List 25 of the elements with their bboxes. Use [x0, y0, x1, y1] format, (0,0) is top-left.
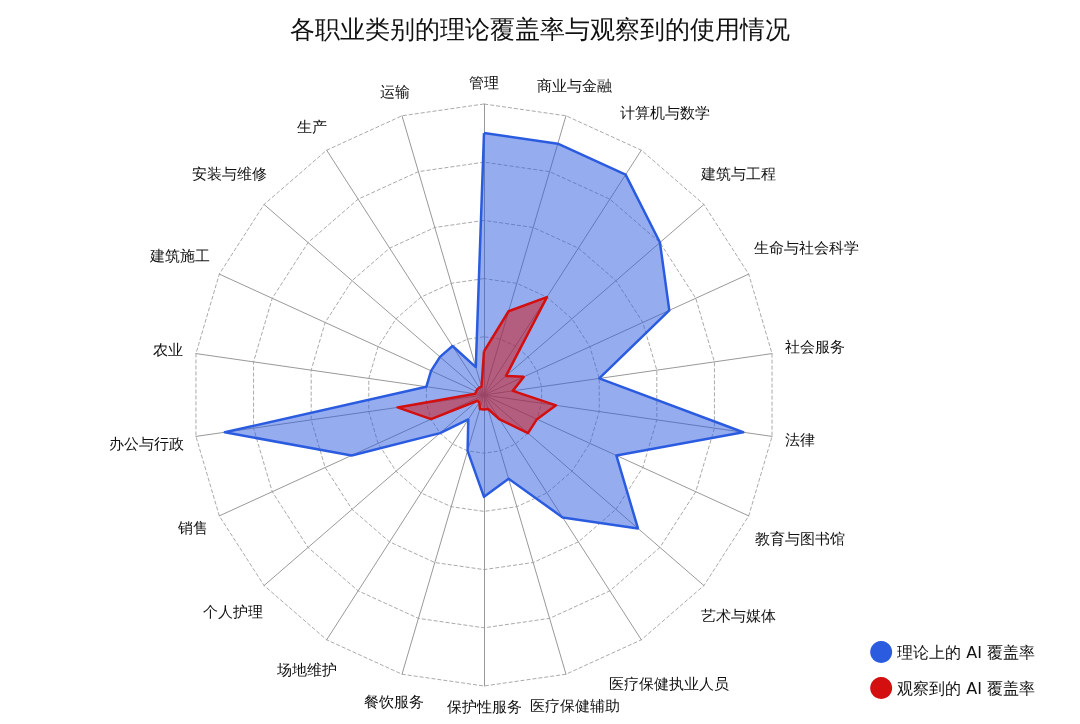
spoke-label: 餐饮服务: [363, 693, 424, 712]
spoke-label: 建筑与工程: [700, 165, 777, 184]
spoke-label: 运输: [380, 82, 411, 101]
spoke-label: 建筑施工: [149, 247, 211, 266]
spoke-label: 教育与图书馆: [755, 530, 846, 549]
spoke-label: 商业与金融: [537, 76, 613, 95]
spoke-label: 管理: [469, 74, 499, 92]
chart-title: 各职业类别的理论覆盖率与观察到的使用情况: [290, 15, 790, 44]
spoke-label: 社会服务: [784, 338, 845, 357]
spoke-label: 医疗保健执业人员: [609, 674, 730, 693]
spoke-label: 生命与社会科学: [753, 238, 859, 257]
spoke-label: 法律: [784, 431, 815, 450]
spoke-label: 安装与维修: [191, 165, 267, 184]
spoke-label: 农业: [153, 340, 184, 359]
legend-label: 理论上的 AI 覆盖率: [897, 642, 1036, 662]
spoke-label: 医疗保健辅助: [530, 697, 621, 716]
spoke-label: 计算机与数学: [620, 104, 711, 123]
spoke-label: 生产: [296, 117, 327, 136]
spoke-label: 保护性服务: [446, 698, 522, 716]
legend-label: 观察到的 AI 覆盖率: [897, 678, 1036, 698]
spoke-label: 艺术与媒体: [701, 606, 777, 625]
spoke-label: 个人护理: [203, 603, 264, 622]
spoke-label: 销售: [176, 519, 208, 538]
spoke-label: 场地维护: [276, 660, 338, 679]
spoke-label: 办公与行政: [108, 434, 184, 453]
